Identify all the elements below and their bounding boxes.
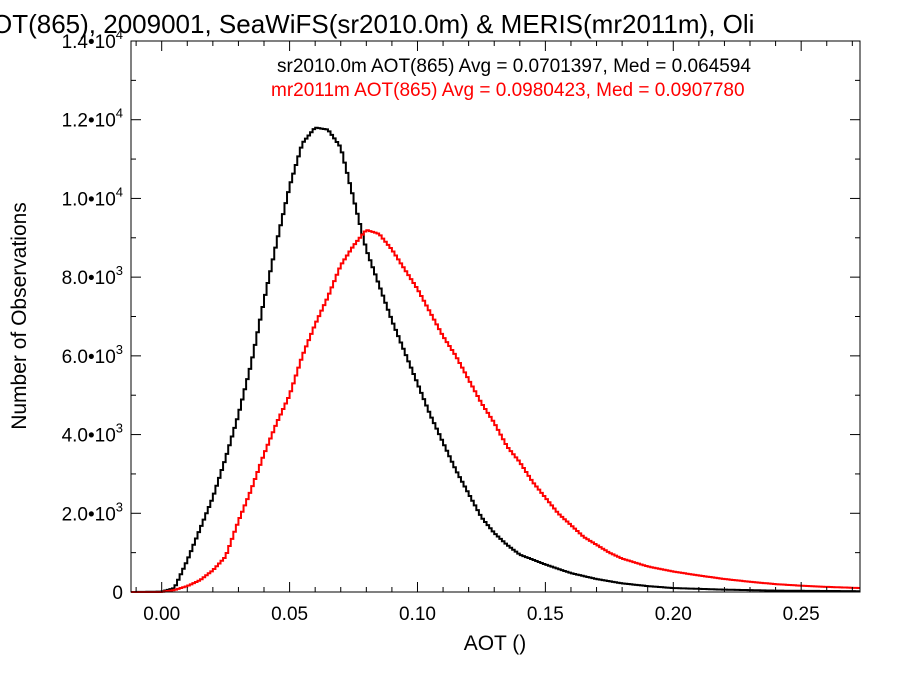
x-tick-label: 0.15 <box>527 604 564 625</box>
ticks-layer: 0.00 0.05 0.10 0.15 0.20 0.25 0 2.0•103 4.0•103 6… <box>62 27 860 625</box>
series-line-sr2010.0m <box>131 126 860 593</box>
y-tick-label: 2.0•103 <box>62 499 123 525</box>
y-axis-label: Number of Observations <box>8 202 31 430</box>
y-tick-label: 4.0•103 <box>62 421 123 447</box>
legend-entry-mr2011m: mr2011m AOT(865) Avg = 0.0980423, Med = … <box>271 80 745 101</box>
x-tick-label: 0.25 <box>783 604 820 625</box>
series-layer <box>131 126 860 593</box>
y-tick-label: 1.2•104 <box>62 106 123 132</box>
x-tick-label: 0.20 <box>655 604 692 625</box>
y-tick-label: 1.4•104 <box>62 27 123 53</box>
x-tick-label: 0.10 <box>399 604 436 625</box>
y-tick-label: 1.0•104 <box>62 184 123 210</box>
legend-entry-sr2010: sr2010.0m AOT(865) Avg = 0.0701397, Med … <box>277 56 751 77</box>
x-tick-label: 0.05 <box>271 604 308 625</box>
x-axis-label: AOT () <box>464 632 527 655</box>
x-tick-label: 0.00 <box>143 604 180 625</box>
plot-frame <box>130 40 861 593</box>
y-tick-label: 8.0•103 <box>62 263 123 289</box>
chart-title: OT(865), 2009001, SeaWiFS(sr2010.0m) & M… <box>0 9 754 39</box>
y-tick-label: 0 <box>112 583 123 604</box>
series-line-mr2011m <box>131 229 860 593</box>
y-tick-label: 6.0•103 <box>62 342 123 368</box>
